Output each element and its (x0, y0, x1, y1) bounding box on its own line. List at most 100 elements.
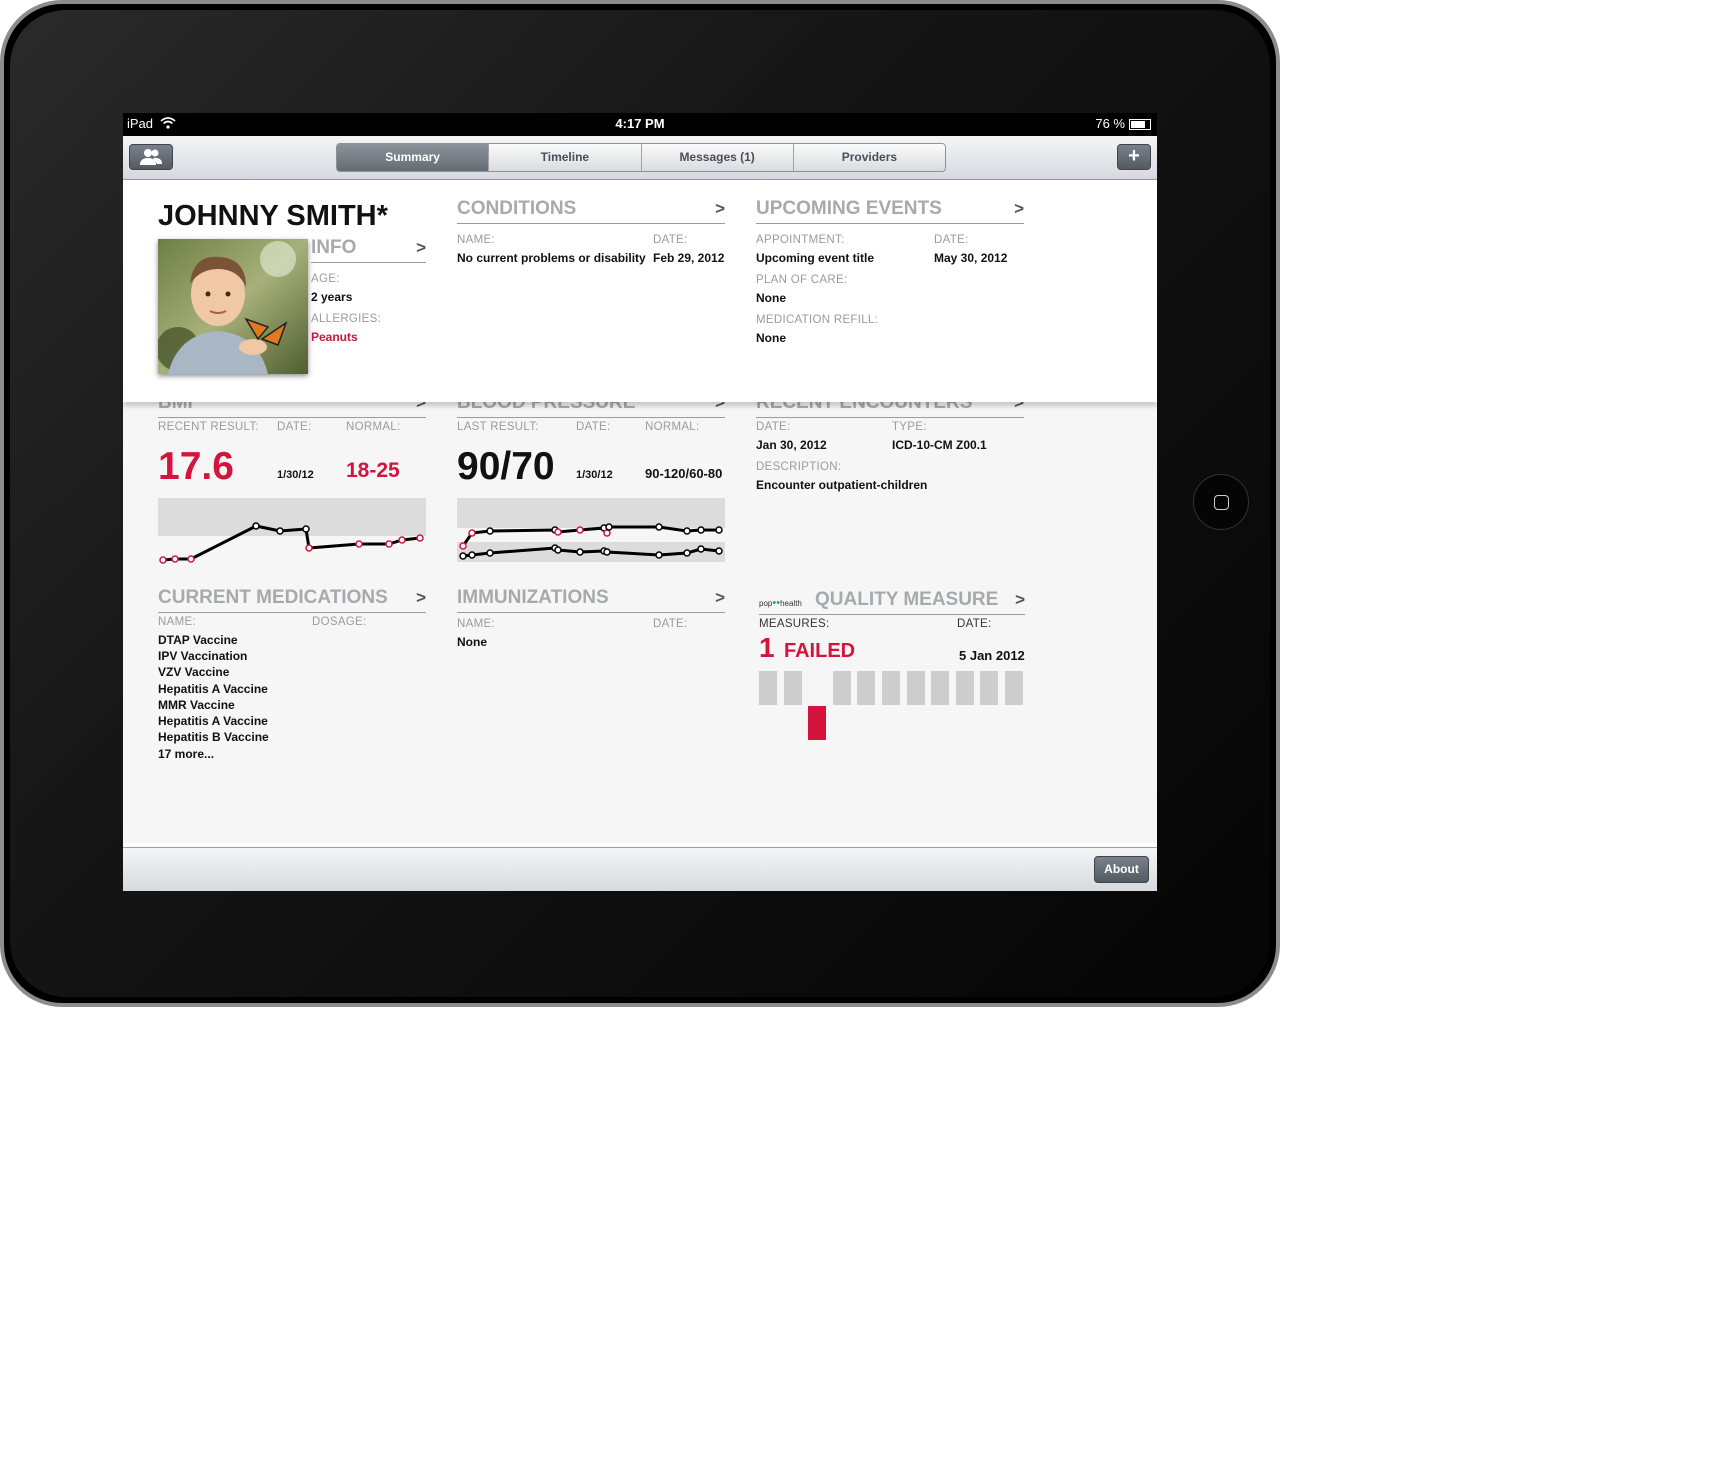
immunizations-header[interactable]: IMMUNIZATIONS > (457, 586, 725, 613)
chevron-right-icon: > (416, 238, 426, 257)
encounter-description-label: DESCRIPTION: (756, 461, 842, 473)
bmi-date: 1/30/12 (277, 469, 314, 481)
measure-bar-passed (980, 671, 999, 705)
bp-diastolic-point (576, 548, 584, 556)
bmi-normal: 18-25 (346, 459, 400, 482)
tab-summary[interactable]: Summary (337, 144, 490, 171)
bp-normal: 90-120/60-80 (645, 466, 723, 481)
chevron-right-icon: > (416, 588, 426, 607)
bp-diastolic-point (554, 546, 562, 554)
chevron-right-icon: > (1014, 199, 1024, 218)
measure-bar-passed (955, 671, 974, 705)
chevron-right-icon: > (416, 393, 426, 412)
measure-bar-passed (857, 671, 876, 705)
bmi-point (187, 555, 195, 563)
immunization-date-label: DATE: (653, 618, 688, 630)
encounter-type-label: TYPE: (892, 421, 927, 433)
clock: 4:17 PM (615, 116, 665, 131)
bmi-normal-label: NORMAL: (346, 421, 401, 433)
upcoming-events-header[interactable]: UPCOMING EVENTS > (756, 197, 1024, 224)
more-medications-link[interactable]: 17 more... (158, 747, 215, 761)
medication-item[interactable]: VZV Vaccine (158, 665, 230, 679)
bp-systolic-point (468, 529, 476, 537)
medication-item[interactable]: Hepatitis A Vaccine (158, 714, 268, 728)
bp-result-label: LAST RESULT: (457, 421, 539, 433)
current-medications-header[interactable]: CURRENT MEDICATIONS > (158, 586, 426, 613)
age-label: AGE: (311, 273, 340, 285)
allergies-label: ALLERGIES: (311, 313, 382, 325)
patient-photo (158, 239, 308, 374)
bp-diastolic-point (697, 545, 705, 553)
bp-normal-label: NORMAL: (645, 421, 700, 433)
tab-providers[interactable]: Providers (793, 144, 945, 171)
bp-date-label: DATE: (576, 421, 611, 433)
conditions-header[interactable]: CONDITIONS > (457, 197, 725, 224)
condition-date-label: DATE: (653, 234, 688, 246)
immunization-name: None (457, 635, 487, 649)
status-bar: iPad 4:17 PM 76 % (123, 113, 1157, 136)
bmi-point (416, 534, 424, 542)
medication-dosage-label: DOSAGE: (312, 616, 367, 628)
medication-item[interactable]: Hepatitis A Vaccine (158, 682, 268, 696)
bottom-toolbar: About (123, 847, 1157, 891)
chevron-right-icon: > (715, 199, 725, 218)
info-header[interactable]: INFO > (311, 236, 426, 263)
quality-measure-bars (759, 671, 1029, 751)
immunization-name-label: NAME: (457, 618, 495, 630)
bp-systolic-point (697, 526, 705, 534)
app-screen: iPad 4:17 PM 76 % Summary Timeline Messa… (123, 113, 1157, 891)
battery-status: 76 % (1095, 116, 1151, 131)
bp-date: 1/30/12 (576, 469, 613, 481)
patients-button[interactable] (129, 144, 173, 170)
measure-bar-passed (783, 671, 802, 705)
allergies-value: Peanuts (311, 330, 358, 344)
bmi-point (385, 540, 393, 548)
tab-timeline[interactable]: Timeline (489, 144, 642, 171)
appointment-label: APPOINTMENT: (756, 234, 845, 246)
plus-icon: + (1128, 145, 1140, 167)
failed-label: FAILED (784, 640, 856, 662)
bmi-point (305, 544, 313, 552)
bp-diastolic-point (603, 548, 611, 556)
measure-bar-passed (931, 671, 950, 705)
home-button[interactable] (1193, 474, 1249, 530)
bp-systolic-normal-band (457, 498, 725, 528)
medication-refill-label: MEDICATION REFILL: (756, 314, 879, 326)
bp-diastolic-point (468, 551, 476, 559)
bmi-result: 17.6 (158, 445, 234, 488)
event-date-label: DATE: (934, 234, 969, 246)
bp-systolic-point (683, 527, 691, 535)
measure-bar-passed (882, 671, 900, 705)
bp-trend-chart (457, 498, 725, 562)
medication-item[interactable]: Hepatitis B Vaccine (158, 730, 269, 744)
measure-bar-passed (759, 671, 777, 705)
add-button[interactable]: + (1117, 144, 1151, 170)
condition-name-label: NAME: (457, 234, 495, 246)
about-button[interactable]: About (1094, 856, 1149, 883)
battery-icon (1129, 119, 1151, 131)
wifi-icon (160, 117, 176, 129)
bmi-point (398, 536, 406, 544)
bp-result: 90/70 (457, 445, 555, 488)
encounter-type: ICD-10-CM Z00.1 (892, 438, 987, 452)
health-details-panel: BMI > RECENT RESULT: DATE: NORMAL: 17.6 1… (123, 392, 1157, 843)
measure-bar-passed (832, 671, 851, 705)
tab-messages[interactable]: Messages (1) (641, 144, 794, 171)
medication-item[interactable]: DTAP Vaccine (158, 633, 238, 647)
medication-item[interactable]: MMR Vaccine (158, 698, 235, 712)
bmi-point (276, 527, 284, 535)
plan-of-care-value: None (756, 291, 786, 305)
people-icon (140, 149, 162, 165)
measure-bar-passed (1005, 671, 1023, 705)
home-square-icon (1214, 495, 1229, 510)
tab-bar: Summary Timeline Messages (1) Providers (336, 143, 946, 172)
bmi-point (159, 556, 167, 564)
quality-measure-header[interactable]: pop••health QUALITY MEASURE > (759, 588, 1025, 615)
bmi-result-label: RECENT RESULT: (158, 421, 259, 433)
chevron-right-icon: > (715, 393, 725, 412)
event-date-value: May 30, 2012 (934, 251, 1008, 265)
chevron-right-icon: > (1015, 590, 1025, 609)
medication-item[interactable]: IPV Vaccination (158, 649, 248, 663)
failed-count: 1 (759, 632, 775, 663)
medication-refill-value: None (756, 331, 786, 345)
